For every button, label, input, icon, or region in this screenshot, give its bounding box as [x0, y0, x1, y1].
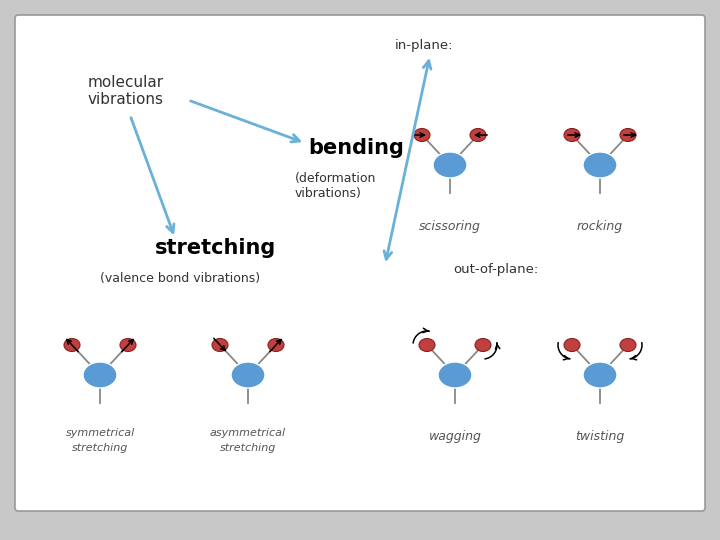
- Text: bending: bending: [308, 138, 404, 158]
- Ellipse shape: [414, 129, 430, 141]
- Text: stretching: stretching: [220, 443, 276, 453]
- Text: molecular
vibrations: molecular vibrations: [88, 75, 164, 107]
- Text: twisting: twisting: [575, 430, 625, 443]
- FancyBboxPatch shape: [15, 15, 705, 511]
- Ellipse shape: [564, 129, 580, 141]
- Text: symmetrical: symmetrical: [66, 428, 135, 438]
- Text: out-of-plane:: out-of-plane:: [453, 264, 539, 276]
- Ellipse shape: [583, 362, 617, 388]
- Ellipse shape: [583, 152, 617, 178]
- Text: (deformation
vibrations): (deformation vibrations): [295, 172, 377, 200]
- Ellipse shape: [438, 362, 472, 388]
- Ellipse shape: [475, 339, 491, 352]
- Text: wagging: wagging: [428, 430, 482, 443]
- Text: asymmetrical: asymmetrical: [210, 428, 286, 438]
- Ellipse shape: [620, 339, 636, 352]
- Ellipse shape: [419, 339, 435, 352]
- Ellipse shape: [212, 339, 228, 352]
- Ellipse shape: [231, 362, 265, 388]
- Ellipse shape: [268, 339, 284, 352]
- Text: stretching: stretching: [72, 443, 128, 453]
- Text: stretching: stretching: [155, 238, 276, 258]
- Ellipse shape: [120, 339, 136, 352]
- Text: in-plane:: in-plane:: [395, 38, 454, 51]
- Ellipse shape: [470, 129, 486, 141]
- Ellipse shape: [83, 362, 117, 388]
- Text: scissoring: scissoring: [419, 220, 481, 233]
- Ellipse shape: [620, 129, 636, 141]
- Ellipse shape: [64, 339, 80, 352]
- Ellipse shape: [433, 152, 467, 178]
- Ellipse shape: [564, 339, 580, 352]
- Text: (valence bond vibrations): (valence bond vibrations): [100, 272, 260, 285]
- Text: rocking: rocking: [577, 220, 623, 233]
